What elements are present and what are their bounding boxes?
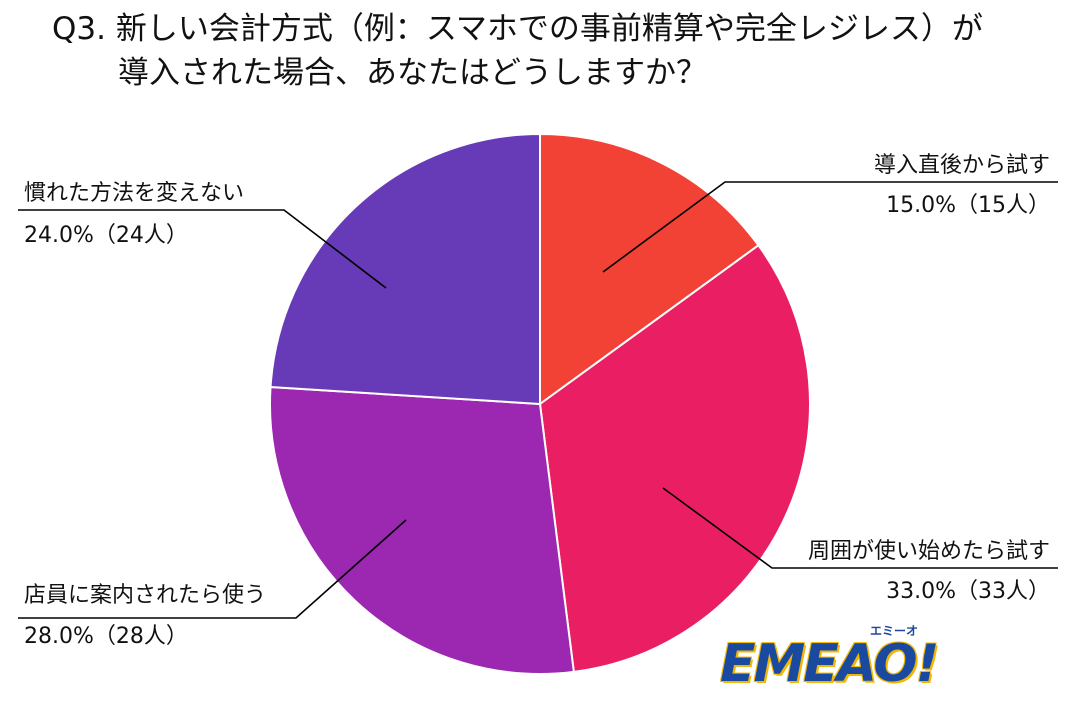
slice-label-4: 慣れた方法を変えない [24,181,244,206]
brand-logo: エミーオ EMEAO! [720,622,950,696]
brand-logo-text: EMEAO! [720,634,939,694]
slice-label-3: 店員に案内されたら使う [24,583,266,608]
slice-value-1: 15.0%（15人） [886,193,1050,218]
slice-label-1: 導入直後から試す [874,153,1050,178]
callout-line-2 [662,487,1058,569]
chart-title: Q3. 新しい会計方式（例：スマホでの事前精算や完全レジレス）が 導入された場合… [0,0,1072,100]
chart-title-line-2: 導入された場合、あなたはどうしますか？ [118,55,707,91]
callout-line-4 [18,209,387,289]
brand-logo-kana: エミーオ [870,624,919,638]
chart-title-line-1: Q3. 新しい会計方式（例：スマホでの事前精算や完全レジレス）が [52,11,983,47]
pie-slices [269,132,811,675]
pie-slice-3 [269,385,575,675]
slice-value-4: 24.0%（24人） [24,223,188,248]
pie-slice-1 [539,132,760,406]
callout-line-3 [18,519,407,619]
callout-line-1 [602,181,1058,273]
pie-callouts: 導入直後から試す 15.0%（15人） 周囲が使い始めたら試す 33.0%（33人） 店… [18,153,1058,649]
slice-value-3: 28.0%（28人） [24,624,188,649]
slice-label-2: 周囲が使い始めたら試す [808,539,1050,564]
pie-slice-2 [538,243,811,673]
pie-slice-4 [269,132,541,406]
slice-value-2: 33.0%（33人） [886,579,1050,604]
